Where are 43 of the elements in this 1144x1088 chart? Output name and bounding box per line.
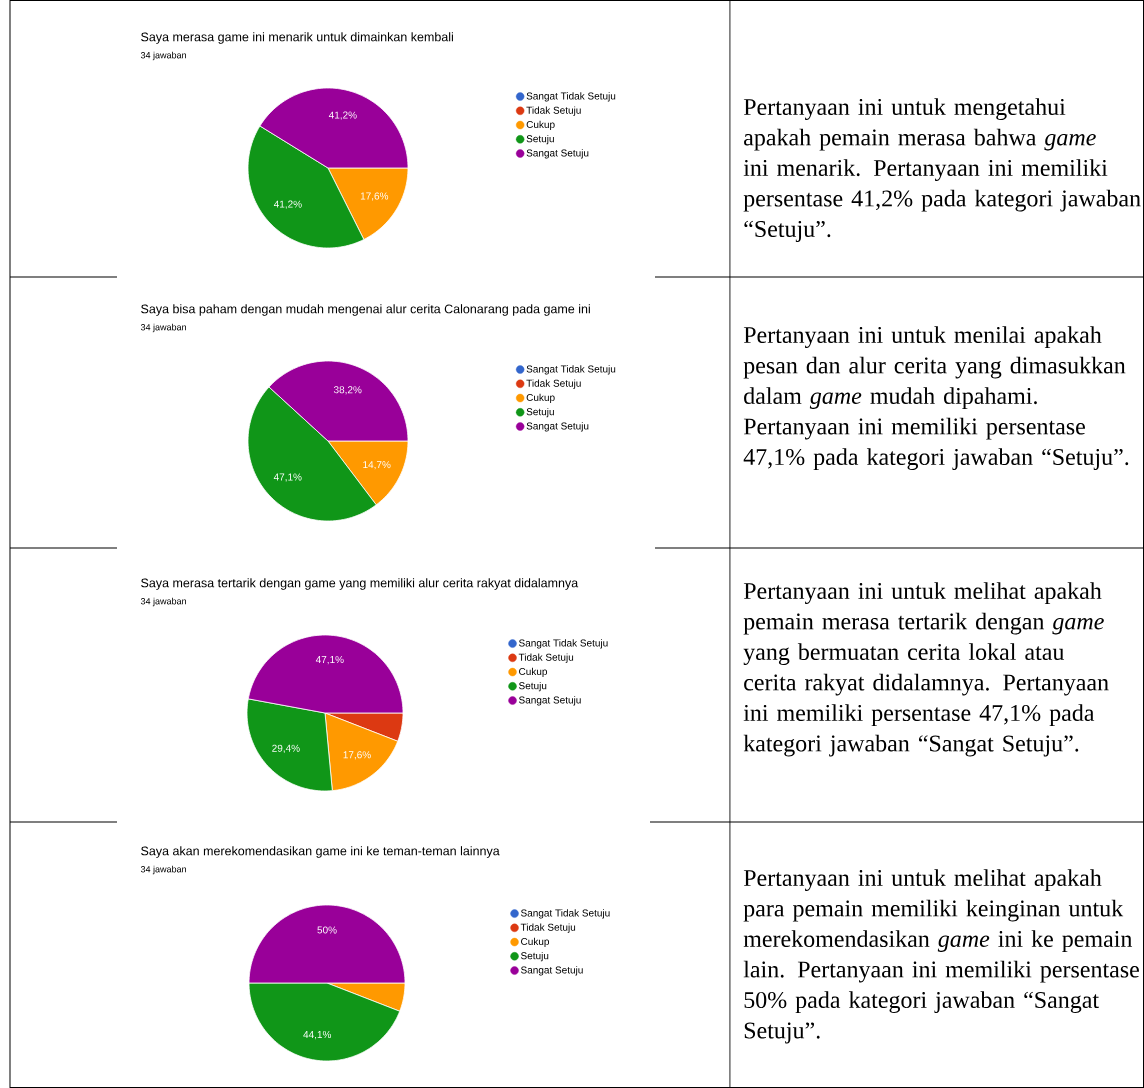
legend-label: Cukup: [526, 120, 555, 130]
legend-label: Sangat Tidak Setuju: [526, 92, 616, 102]
legend-label: Sangat Setuju: [526, 149, 589, 159]
legend-label: Sangat Tidak Setuju: [521, 909, 610, 919]
legend-label: Sangat Setuju: [519, 696, 581, 706]
legend-label: Setuju: [521, 951, 549, 962]
legend-label: Tidak Setuju: [526, 379, 581, 389]
text: 34 jawaban: [140, 597, 186, 607]
legend-label: Sangat Tidak Setuju: [526, 365, 616, 375]
legend-label: Setuju: [519, 681, 547, 692]
data-label: 41,2%: [328, 111, 357, 120]
legend-label: Cukup: [519, 667, 548, 678]
data-label: 17,6%: [343, 751, 371, 760]
text: Pertanyaan ini untuk mengetahui apakah pemain merasa bahwa game ini menarik. Pertanyaan ini memiliki persentase 41,2% pada kategori jawaban “Setuju”.: [743, 98, 1141, 242]
text: Pertanyaan ini untuk melihat apakah para pemain memiliki keinginan untuk merekomendasikan game ini ke pemain lain. Pertanyaan ini memiliki persentase 50% pada kategori jawaban “Sangat Setuju”.: [743, 869, 1139, 1044]
legend-label: Cukup: [521, 937, 550, 948]
legend-label: Setuju: [526, 134, 554, 145]
text: Pertanyaan ini untuk menilai apakah pesan dan alur cerita yang dimasukkan dalam game mudah dipahami. Pertanyaan ini memiliki persentase 47,1% pada kategori jawaban “Setuju”.: [743, 326, 1129, 471]
legend-label: Tidak Setuju: [526, 106, 581, 116]
data-label: 47,1%: [273, 473, 302, 482]
legend-label: Sangat Tidak Setuju: [519, 639, 608, 649]
data-label: 17,6%: [360, 192, 389, 201]
chart-title: Saya merasa tertarik dengan game yang memiliki alur cerita rakyat didalamnya: [141, 578, 579, 590]
legend-label: Tidak Setuju: [520, 923, 576, 933]
legend-label: Sangat Setuju: [526, 422, 589, 432]
legend-label: Cukup: [526, 393, 555, 404]
data-label: 29,4%: [272, 744, 300, 753]
data-label: 50%: [317, 926, 337, 934]
chart-title: Saya akan merekomendasikan game ini ke teman-teman lainnya: [141, 846, 500, 858]
legend-label: Sangat Setuju: [521, 966, 583, 976]
text: Pertanyaan ini untuk melihat apakah pemain merasa tertarik dengan game yang bermuatan cerita lokal atau cerita rakyat didalamnya. Pertanyaan ini memiliki persentase 47,1% pada kategori jawaban “Sangat Setuju”.: [743, 582, 1109, 757]
data-label: 14,7%: [363, 461, 391, 470]
data-label: 38,2%: [333, 386, 362, 395]
data-label: 44,1%: [303, 1031, 332, 1040]
chart-title: Saya merasa game ini menarik untuk dimainkan kembali: [141, 32, 453, 44]
legend-label: Tidak Setuju: [518, 653, 574, 663]
data-label: 41,2%: [273, 200, 302, 209]
text: 34 jawaban: [140, 323, 186, 333]
chart-title: Saya bisa paham dengan mudah mengenai alur cerita Calonarang pada game ini: [141, 304, 590, 316]
text: 34 jawaban: [140, 865, 186, 875]
data-label: 47,1%: [315, 656, 344, 665]
legend-label: Setuju: [526, 407, 554, 418]
text: 34 jawaban: [140, 51, 186, 61]
